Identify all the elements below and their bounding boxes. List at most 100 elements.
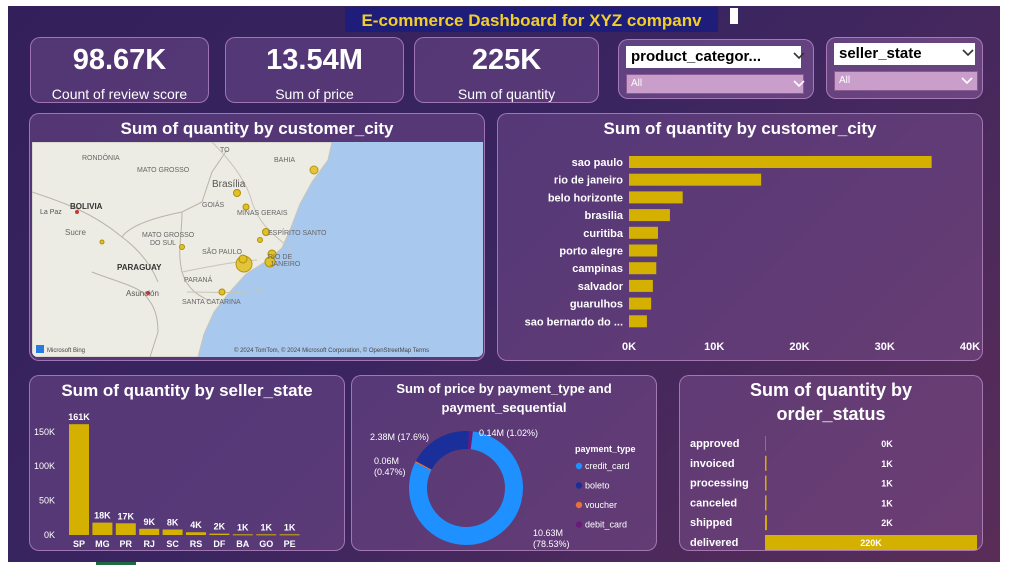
bar (92, 522, 113, 535)
axis-tick-label: 0K (44, 530, 55, 540)
bar (765, 535, 977, 550)
category-label: GO (259, 539, 273, 549)
order-status-chart: approved 0K invoiced 1K processing 1K canceled… (690, 436, 977, 550)
data-label: 2K (881, 518, 893, 528)
bar (765, 436, 766, 451)
chart-title-line1: Sum of price by payment_type and (396, 381, 612, 396)
category-label: invoiced (690, 458, 735, 470)
bar (629, 156, 932, 168)
seller-state-card[interactable]: Sum of quantity by seller_state 0K 50K 100… (29, 375, 345, 551)
data-label: 1K (881, 479, 893, 489)
axis-tick-label: 0K (622, 341, 636, 353)
data-label: 220K (860, 538, 882, 548)
slicer-field-label: product_categor... (631, 48, 762, 65)
data-label: 1K (284, 522, 296, 532)
map-visual[interactable]: RONDÔNIA MATO GROSSO TO BAHIA Brasília G… (32, 142, 483, 357)
taskbar-indicator (96, 562, 136, 565)
category-label: belo horizonte (548, 192, 623, 204)
legend-item: debit_card (585, 520, 627, 530)
bar (69, 424, 89, 535)
category-label: SP (73, 539, 85, 549)
chevron-down-icon[interactable] (961, 76, 973, 85)
slicer-field-header[interactable]: seller_state (834, 43, 975, 65)
data-label: 2K (214, 522, 226, 532)
bing-logo: Microsoft Bing (47, 348, 85, 354)
bar (629, 244, 658, 257)
category-label: MG (95, 539, 110, 549)
city-bar-card[interactable]: Sum of quantity by customer_city sao pau… (497, 113, 983, 361)
category-label: DF (213, 539, 225, 549)
chevron-down-icon[interactable] (793, 51, 805, 60)
donut-slice (409, 431, 523, 545)
map-card[interactable]: Sum of quantity by customer_city (29, 113, 485, 361)
data-label: 1K (237, 522, 249, 532)
bar (765, 495, 767, 511)
map-title: Sum of quantity by customer_city (120, 119, 394, 138)
slicer-field-header[interactable]: product_categor... (626, 46, 801, 68)
bar (115, 523, 136, 535)
kpi-card-review-count[interactable]: 98.67K Count of review score (30, 37, 209, 103)
chevron-down-icon[interactable] (793, 79, 805, 88)
map-label: SANTA CATARINA (182, 299, 241, 306)
slicer-product-category[interactable]: product_categor... All (618, 39, 814, 99)
bar (765, 515, 767, 531)
category-label: PR (120, 539, 133, 549)
bar (232, 534, 253, 536)
category-label: delivered (690, 537, 738, 549)
data-label: 1K (260, 522, 272, 532)
data-label: 161K (68, 412, 90, 422)
legend-marker (575, 482, 583, 489)
seller-state-chart: 0K 50K 100K 150K 161K SP 18K MG 17K PR 9K RJ 8K SC 4K R… (34, 412, 300, 549)
axis-tick-label: 50K (39, 496, 55, 506)
slicer-selected-value: All (839, 75, 851, 86)
chart-title-line1: Sum of quantity by (750, 380, 912, 400)
data-label: 18K (94, 511, 111, 521)
order-status-card[interactable]: Sum of quantity by order_status approved… (679, 375, 983, 551)
chevron-down-icon[interactable] (962, 48, 974, 57)
bar (629, 191, 683, 204)
category-label: PE (284, 539, 296, 549)
bar (256, 534, 277, 536)
map-label: BAHIA (274, 157, 295, 164)
slicer-seller-state[interactable]: seller_state All (826, 37, 983, 99)
category-label: canceled (690, 497, 737, 509)
legend-item: boleto (585, 481, 610, 491)
category-label: salvador (578, 281, 624, 293)
kpi-label: Sum of quantity (457, 86, 556, 102)
map-label: ESPÍRITO SANTO (268, 228, 327, 237)
bar (765, 475, 767, 491)
slicer-selected-value: All (631, 78, 643, 89)
data-label: 0.06M (374, 456, 399, 466)
category-label: sao paulo (572, 157, 624, 169)
bar (629, 297, 652, 310)
category-label: rio de janeiro (554, 175, 623, 187)
axis-tick-label: 20K (789, 341, 809, 353)
bar (629, 209, 670, 222)
kpi-card-sum-quantity[interactable]: 225K Sum of quantity (414, 37, 599, 103)
data-label-percent: (78.53%) (533, 539, 570, 549)
payment-donut-card[interactable]: Sum of price by payment_type and payment… (351, 375, 657, 551)
data-label: 0.14M (1.02%) (479, 428, 538, 438)
bar (629, 279, 653, 292)
slicer-field-label: seller_state (839, 45, 922, 62)
map-label: Asunción (126, 289, 159, 298)
legend-title: payment_type (575, 444, 636, 454)
dashboard-canvas: E-commerce Dashboard for XYZ companv 98.… (8, 6, 1000, 562)
map-label: RONDÔNIA (82, 153, 120, 162)
bar (279, 534, 300, 536)
payment-donut-chart: 10.63M(78.53%) 2.38M (17.6%) 0.06M(0.47%) 0… (370, 428, 636, 549)
map-label: GOIÁS (202, 200, 225, 209)
axis-tick-label: 150K (34, 427, 55, 437)
city-bar-chart: sao paulo rio de janeiro belo horizonte bra… (525, 156, 980, 353)
kpi-label: Count of review score (51, 86, 188, 102)
slicer-dropdown[interactable]: All (834, 71, 978, 91)
map-label: MATO GROSSO (137, 167, 190, 174)
category-label: sao bernardo do ... (525, 316, 623, 328)
category-label: RJ (143, 539, 155, 549)
slicer-dropdown[interactable]: All (626, 74, 804, 94)
data-label: 1K (881, 498, 893, 508)
donut-slice (415, 431, 470, 470)
map-label: SÃO PAULO (202, 247, 242, 256)
kpi-card-sum-price[interactable]: 13.54M Sum of price (225, 37, 404, 103)
data-label: 2.38M (17.6%) (370, 432, 429, 442)
